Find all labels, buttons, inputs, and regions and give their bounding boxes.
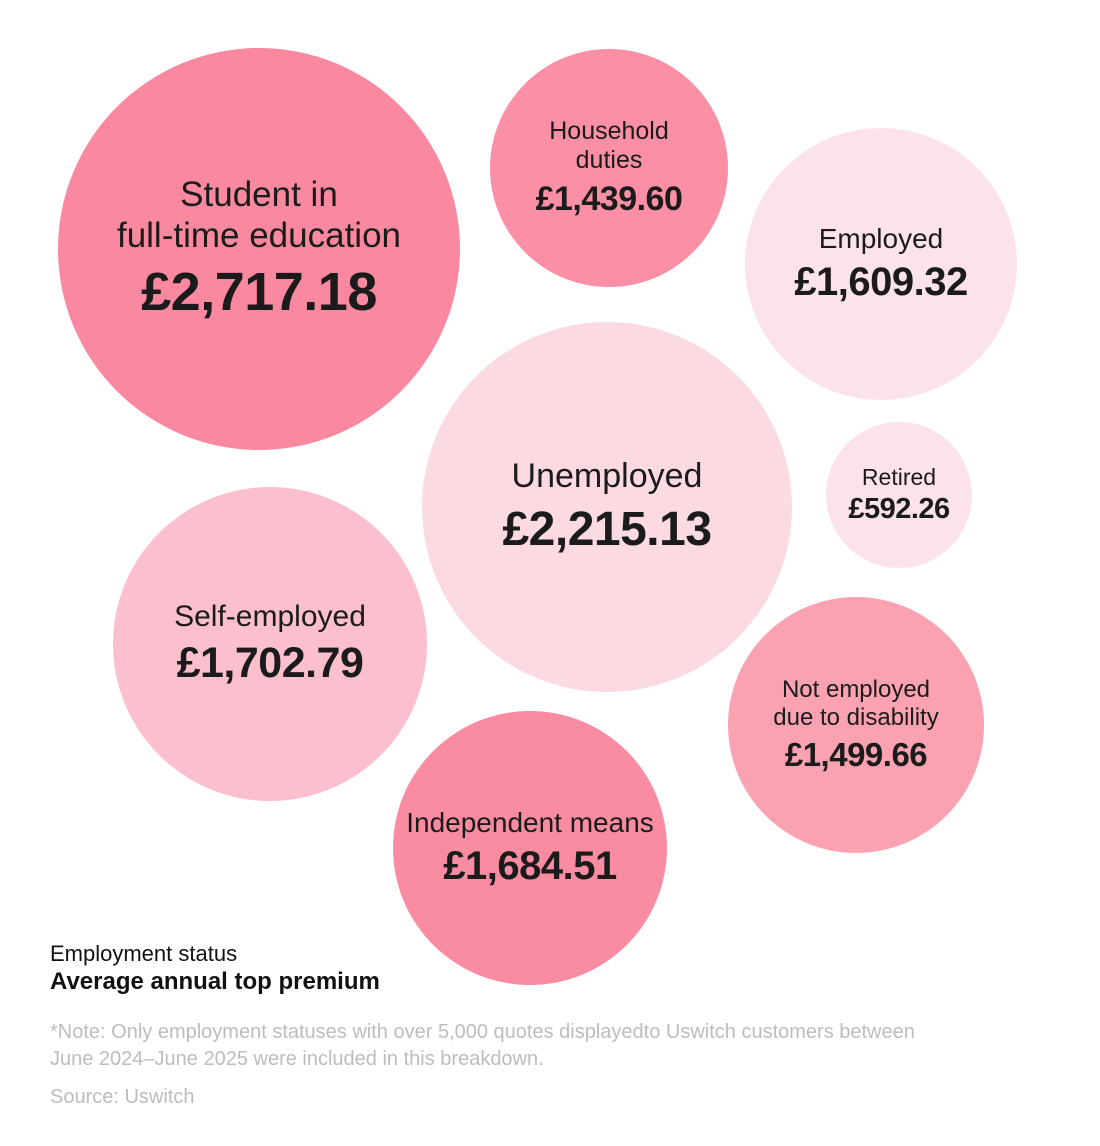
bubble-category-label: Household duties xyxy=(549,117,669,175)
bubble-self-employed: Self-employed £1,702.79 xyxy=(113,487,427,801)
label-line: Household xyxy=(549,117,669,145)
bubble-category-label: Not employed due to disability xyxy=(773,676,938,732)
label-line: Independent means xyxy=(406,806,654,838)
label-line: Self-employed xyxy=(174,599,366,633)
bubble-unemployed: Unemployed £2,215.13 xyxy=(422,322,792,692)
source-credit: Source: Uswitch xyxy=(50,1086,195,1108)
bubble-value: £1,499.66 xyxy=(784,736,928,774)
bubble-category-label: Self-employed xyxy=(174,600,366,635)
bubble-category-label: Unemployed xyxy=(512,457,703,496)
label-line: due to disability xyxy=(773,703,939,731)
bubble-value: £2,215.13 xyxy=(502,502,712,556)
footnote-line: June 2024–June 2025 were included in thi… xyxy=(50,1047,544,1070)
label-line: duties xyxy=(575,146,643,174)
label-line: Student in xyxy=(180,174,338,214)
label-line: Unemployed xyxy=(511,457,703,496)
metric-title-average-annual-top-premium: Average annual top premium xyxy=(50,968,380,995)
bubble-household-duties: Household duties £1,439.60 xyxy=(490,49,728,287)
bubble-value: £592.26 xyxy=(848,492,950,525)
bubble-value: £2,717.18 xyxy=(141,262,377,323)
label-line: full-time education xyxy=(116,215,402,255)
bubble-category-label: Employed xyxy=(819,223,944,255)
label-line: Not employed xyxy=(781,675,931,703)
bubble-category-label: Independent means xyxy=(406,807,654,839)
bubble-student-full-time-education: Student in full-time education £2,717.18 xyxy=(58,48,460,450)
bubble-independent-means: Independent means £1,684.51 xyxy=(393,711,667,985)
bubble-value: £1,684.51 xyxy=(443,844,617,889)
footnote-line: *Note: Only employment statuses with ove… xyxy=(50,1021,915,1043)
bubble-not-employed-due-to-disability: Not employed due to disability £1,499.66 xyxy=(728,597,984,853)
bubble-value: £1,439.60 xyxy=(535,180,683,218)
bubble-value: £1,702.79 xyxy=(176,639,364,688)
bubble-value: £1,609.32 xyxy=(794,260,968,305)
bubble-category-label: Student in full-time education xyxy=(117,175,401,256)
bubble-retired: Retired £592.26 xyxy=(826,422,972,568)
bubble-category-label: Retired xyxy=(862,464,936,491)
axis-title-employment-status: Employment status xyxy=(50,941,238,966)
footnote: *Note: Only employment statuses with ove… xyxy=(50,1019,915,1072)
label-line: Retired xyxy=(861,464,937,491)
label-line: Employed xyxy=(818,222,944,254)
bubble-employed: Employed £1,609.32 xyxy=(745,128,1017,400)
